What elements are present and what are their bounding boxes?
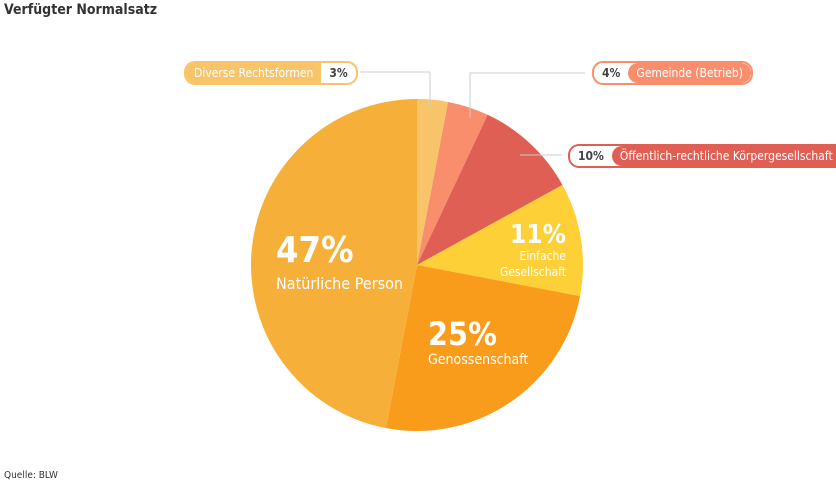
pie-slice-0 (417, 99, 449, 265)
callout-oeffentlich: 10% Öffentlich-rechtliche Körpergesellsc… (568, 144, 836, 168)
label-einfache-1: Einfache (520, 249, 567, 263)
callout-pct: 3% (329, 66, 348, 80)
callout-gemeinde: 4% Gemeinde (Betrieb) (592, 61, 753, 85)
label-einfache-2: Gesellschaft (500, 265, 566, 279)
callout-pct: 4% (602, 66, 621, 80)
callout-label: Gemeinde (Betrieb) (628, 63, 751, 83)
pie-slice-3 (417, 185, 584, 297)
pie-slice-2 (417, 114, 563, 265)
pie-slice-5 (251, 99, 417, 429)
source-note: Quelle: BLW (4, 470, 58, 481)
label-genossenschaft: Genossenschaft (428, 352, 528, 368)
leader-line-diverse (360, 71, 431, 107)
label-pct-natuerliche: 47% (276, 230, 354, 271)
pie-slice-1 (417, 101, 488, 266)
callout-diverse: Diverse Rechtsformen 3% (184, 61, 358, 85)
leader-line-gemeinde (469, 72, 585, 118)
callout-label: Öffentlich-rechtliche Körpergesellschaft (611, 146, 836, 166)
callout-label: Diverse Rechtsformen (186, 63, 322, 83)
chart-title: Verfügter Normalsatz (4, 2, 158, 18)
pie-slice-4 (385, 265, 581, 431)
label-natuerliche: Natürliche Person (276, 274, 403, 293)
callout-pct: 10% (578, 149, 604, 163)
label-pct-genossenschaft: 25% (428, 315, 497, 353)
label-pct-einfache: 11% (510, 220, 566, 250)
